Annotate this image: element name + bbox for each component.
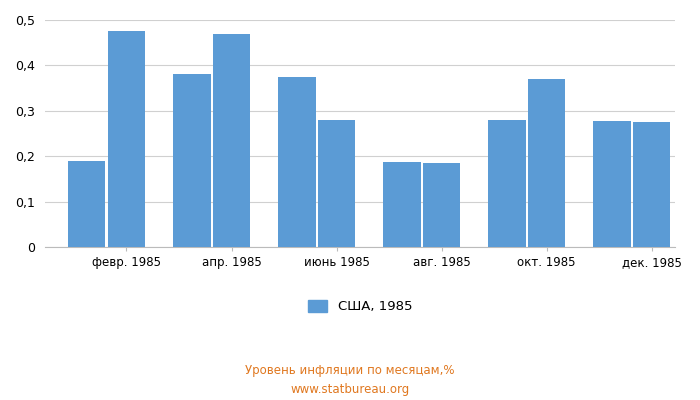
Bar	[68, 161, 106, 247]
Bar	[594, 121, 631, 247]
Bar	[633, 122, 671, 247]
Legend: США, 1985: США, 1985	[302, 294, 418, 318]
Bar	[173, 74, 211, 247]
Bar	[213, 34, 250, 247]
Bar	[318, 120, 356, 247]
Text: Уровень инфляции по месяцам,%
www.statbureau.org: Уровень инфляции по месяцам,% www.statbu…	[245, 364, 455, 396]
Bar	[384, 162, 421, 247]
Bar	[528, 79, 566, 247]
Bar	[423, 163, 461, 247]
Bar	[278, 77, 316, 247]
Bar	[489, 120, 526, 247]
Bar	[108, 31, 145, 247]
